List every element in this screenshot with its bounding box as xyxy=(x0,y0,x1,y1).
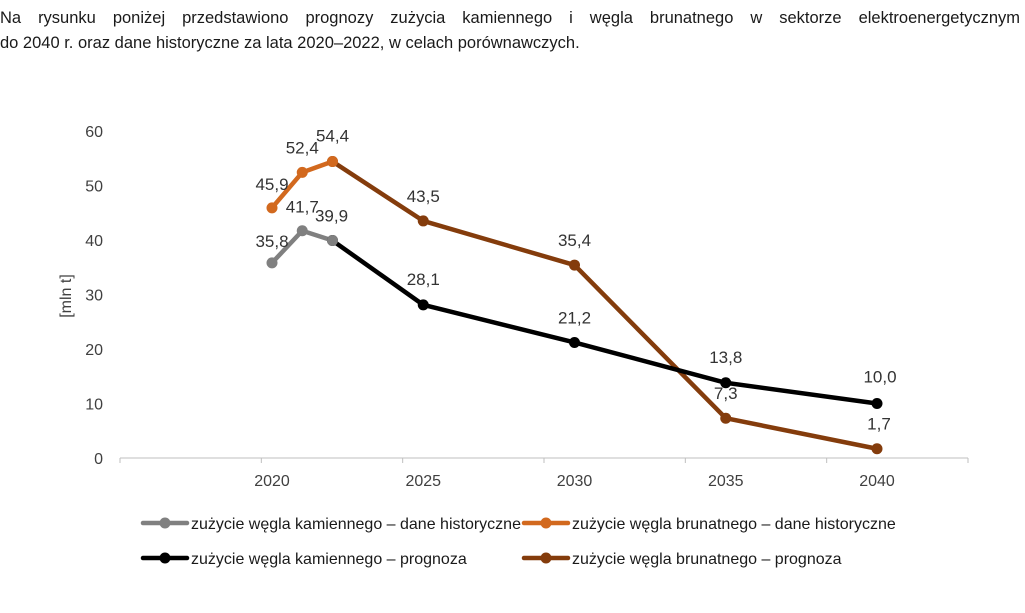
data-point xyxy=(266,257,278,269)
y-tick-label: 20 xyxy=(85,342,103,359)
data-label: 52,4 xyxy=(286,138,319,157)
y-tick-label: 0 xyxy=(94,451,103,468)
data-label: 35,4 xyxy=(558,231,591,250)
y-tick-label: 30 xyxy=(85,288,103,305)
series-line xyxy=(330,238,880,406)
y-tick-label: 40 xyxy=(85,233,103,250)
data-point xyxy=(720,412,732,424)
data-label: 10,0 xyxy=(863,368,896,387)
data-label: 35,8 xyxy=(255,232,288,251)
intro-paragraph: Na rysunku poniżej przedstawiono prognoz… xyxy=(0,6,1020,56)
chart-axes xyxy=(119,457,969,463)
data-labels: 35,8 41,739,9 45,9 52,454,4 28,1 21,2 13,8 10,0… xyxy=(255,127,896,434)
series-lines xyxy=(269,159,880,451)
data-point xyxy=(417,299,429,311)
legend-swatch-marker xyxy=(159,517,171,529)
legend-entry-label: zużycie węgla kamiennego – dane historyc… xyxy=(191,516,521,533)
data-label: 39,9 xyxy=(315,207,348,226)
data-point xyxy=(266,202,278,214)
data-label: 21,2 xyxy=(558,308,591,327)
x-tick-label: 2035 xyxy=(708,473,744,490)
data-point xyxy=(720,377,732,389)
legend-swatch-marker xyxy=(540,517,552,529)
data-point xyxy=(871,443,883,455)
data-label: 13,8 xyxy=(709,348,742,367)
x-tick-label: 2020 xyxy=(254,473,290,490)
y-tick-label: 60 xyxy=(85,124,103,141)
legend-entry-label: zużycie węgla brunatnego – prognoza xyxy=(572,551,842,568)
data-point xyxy=(327,235,338,247)
legend-swatch-marker xyxy=(159,552,171,564)
data-point xyxy=(417,215,429,227)
data-label: 41,7 xyxy=(286,198,319,217)
data-label: 54,4 xyxy=(316,127,349,146)
x-tick-label: 2025 xyxy=(405,473,441,490)
legend: zużycie węgla kamiennego – dane historyc… xyxy=(140,516,896,568)
data-point xyxy=(871,398,883,409)
intro-line-1: Na rysunku poniżej przedstawiono prognoz… xyxy=(0,9,1020,27)
data-label: 28,1 xyxy=(407,270,440,289)
data-point xyxy=(327,156,338,168)
x-tick-label: 2040 xyxy=(859,473,895,490)
y-axis-label: [mln t] xyxy=(58,274,75,318)
data-label: 45,9 xyxy=(255,175,288,194)
data-point xyxy=(569,259,580,271)
intro-line-2: do 2040 r. oraz dane historyczne za lata… xyxy=(0,34,580,52)
x-tick-label: 2030 xyxy=(557,473,593,490)
data-point xyxy=(296,166,308,178)
data-point xyxy=(569,336,580,348)
legend-swatch-marker xyxy=(540,552,552,564)
data-label: 43,5 xyxy=(407,187,440,206)
data-label: 7,3 xyxy=(714,384,738,403)
legend-entry-label: zużycie węgla brunatnego – dane historyc… xyxy=(572,516,896,533)
y-tick-label: 10 xyxy=(85,397,103,414)
legend-entry-label: zużycie węgla kamiennego – prognoza xyxy=(191,551,467,568)
data-point xyxy=(296,225,308,237)
y-tick-label: 50 xyxy=(85,179,103,196)
series-points xyxy=(266,156,883,455)
data-label: 1,7 xyxy=(867,415,891,434)
